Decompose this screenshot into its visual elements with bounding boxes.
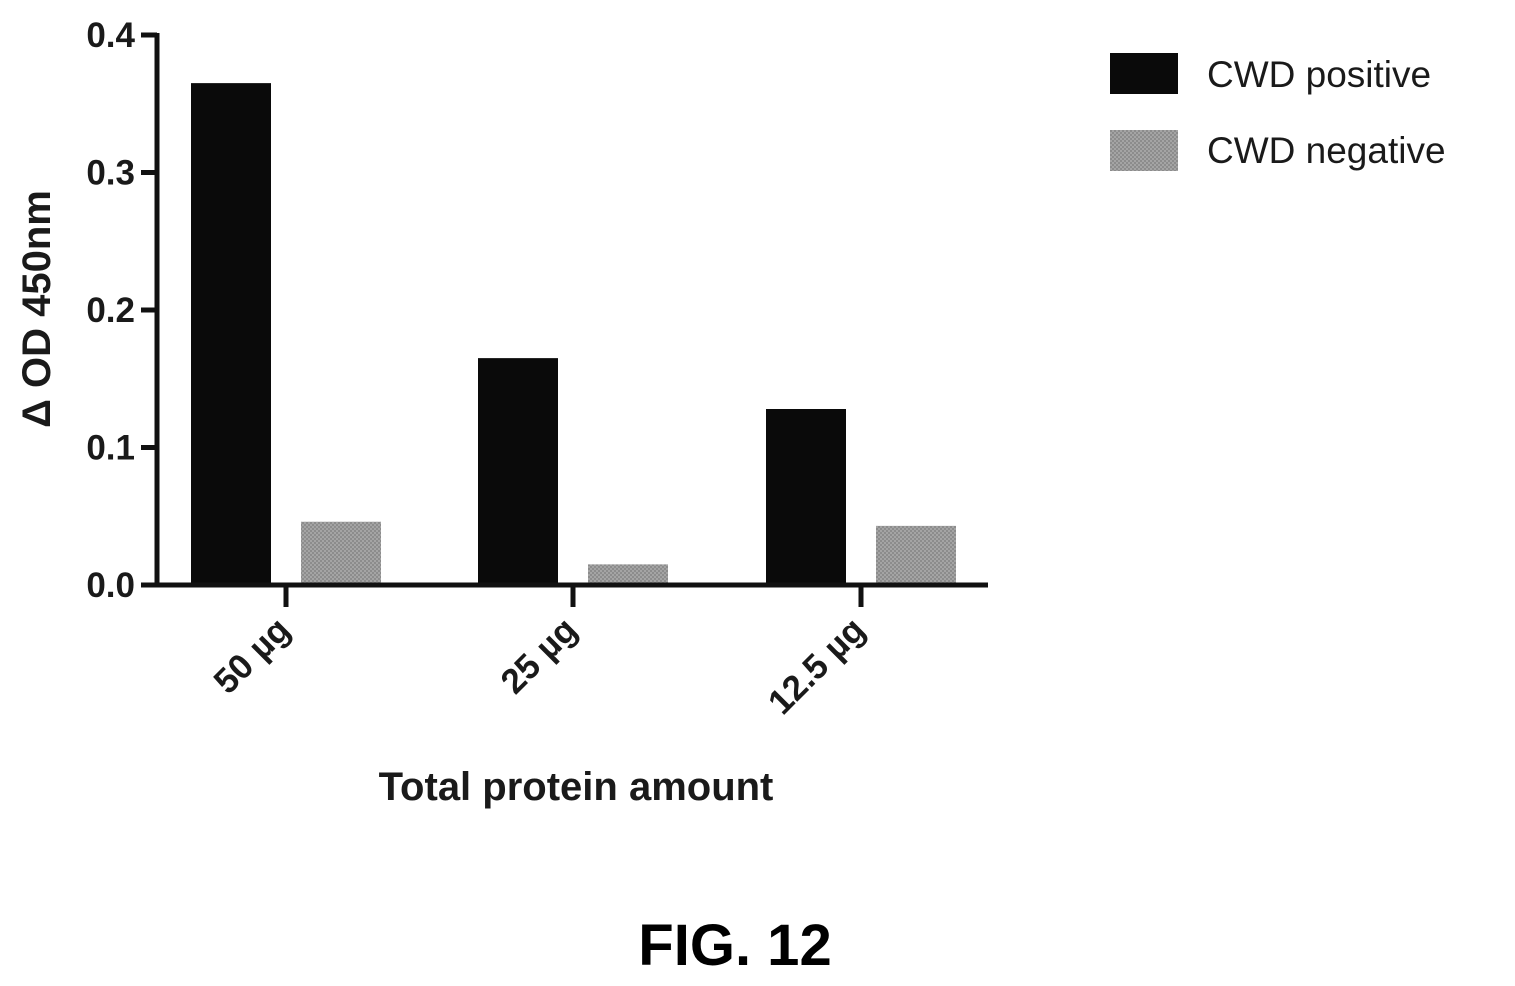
x-tick-label-12-5-g: 12.5 µg [761, 610, 873, 722]
y-tick-label: 0.1 [86, 429, 135, 468]
y-tick-label: 0.2 [86, 291, 135, 330]
bar-cwd-negative-50-g [301, 521, 381, 585]
y-tick-label: 0.3 [86, 154, 135, 193]
bar-cwd-positive-50-g [191, 83, 271, 585]
legend-swatch-cwd-positive [1110, 53, 1178, 94]
figure-caption: FIG. 12 [638, 913, 831, 978]
y-tick-label: 0.0 [86, 566, 135, 605]
x-tick-label-25-g: 25 µg [493, 610, 584, 701]
y-tick-label: 0.4 [86, 16, 135, 55]
bar-cwd-negative-25-g [588, 564, 668, 585]
plot-area: 0.0 0.1 0.2 0.3 0.4 50 µg 25 µg 12.5 µg [86, 16, 988, 722]
legend-label-cwd-negative: CWD negative [1207, 130, 1446, 171]
y-axis-title: Δ OD 450nm [15, 190, 59, 428]
x-axis-title: Total protein amount [379, 765, 774, 809]
bar-cwd-negative-12-5-g [876, 525, 956, 585]
x-tick-label-50-g: 50 µg [206, 610, 297, 701]
bar-cwd-positive-12-5-g [766, 409, 846, 585]
bar-cwd-positive-25-g [478, 358, 558, 585]
legend-swatch-cwd-negative [1110, 130, 1178, 171]
legend: CWD positive CWD negative [1110, 53, 1446, 171]
legend-label-cwd-positive: CWD positive [1207, 54, 1431, 95]
